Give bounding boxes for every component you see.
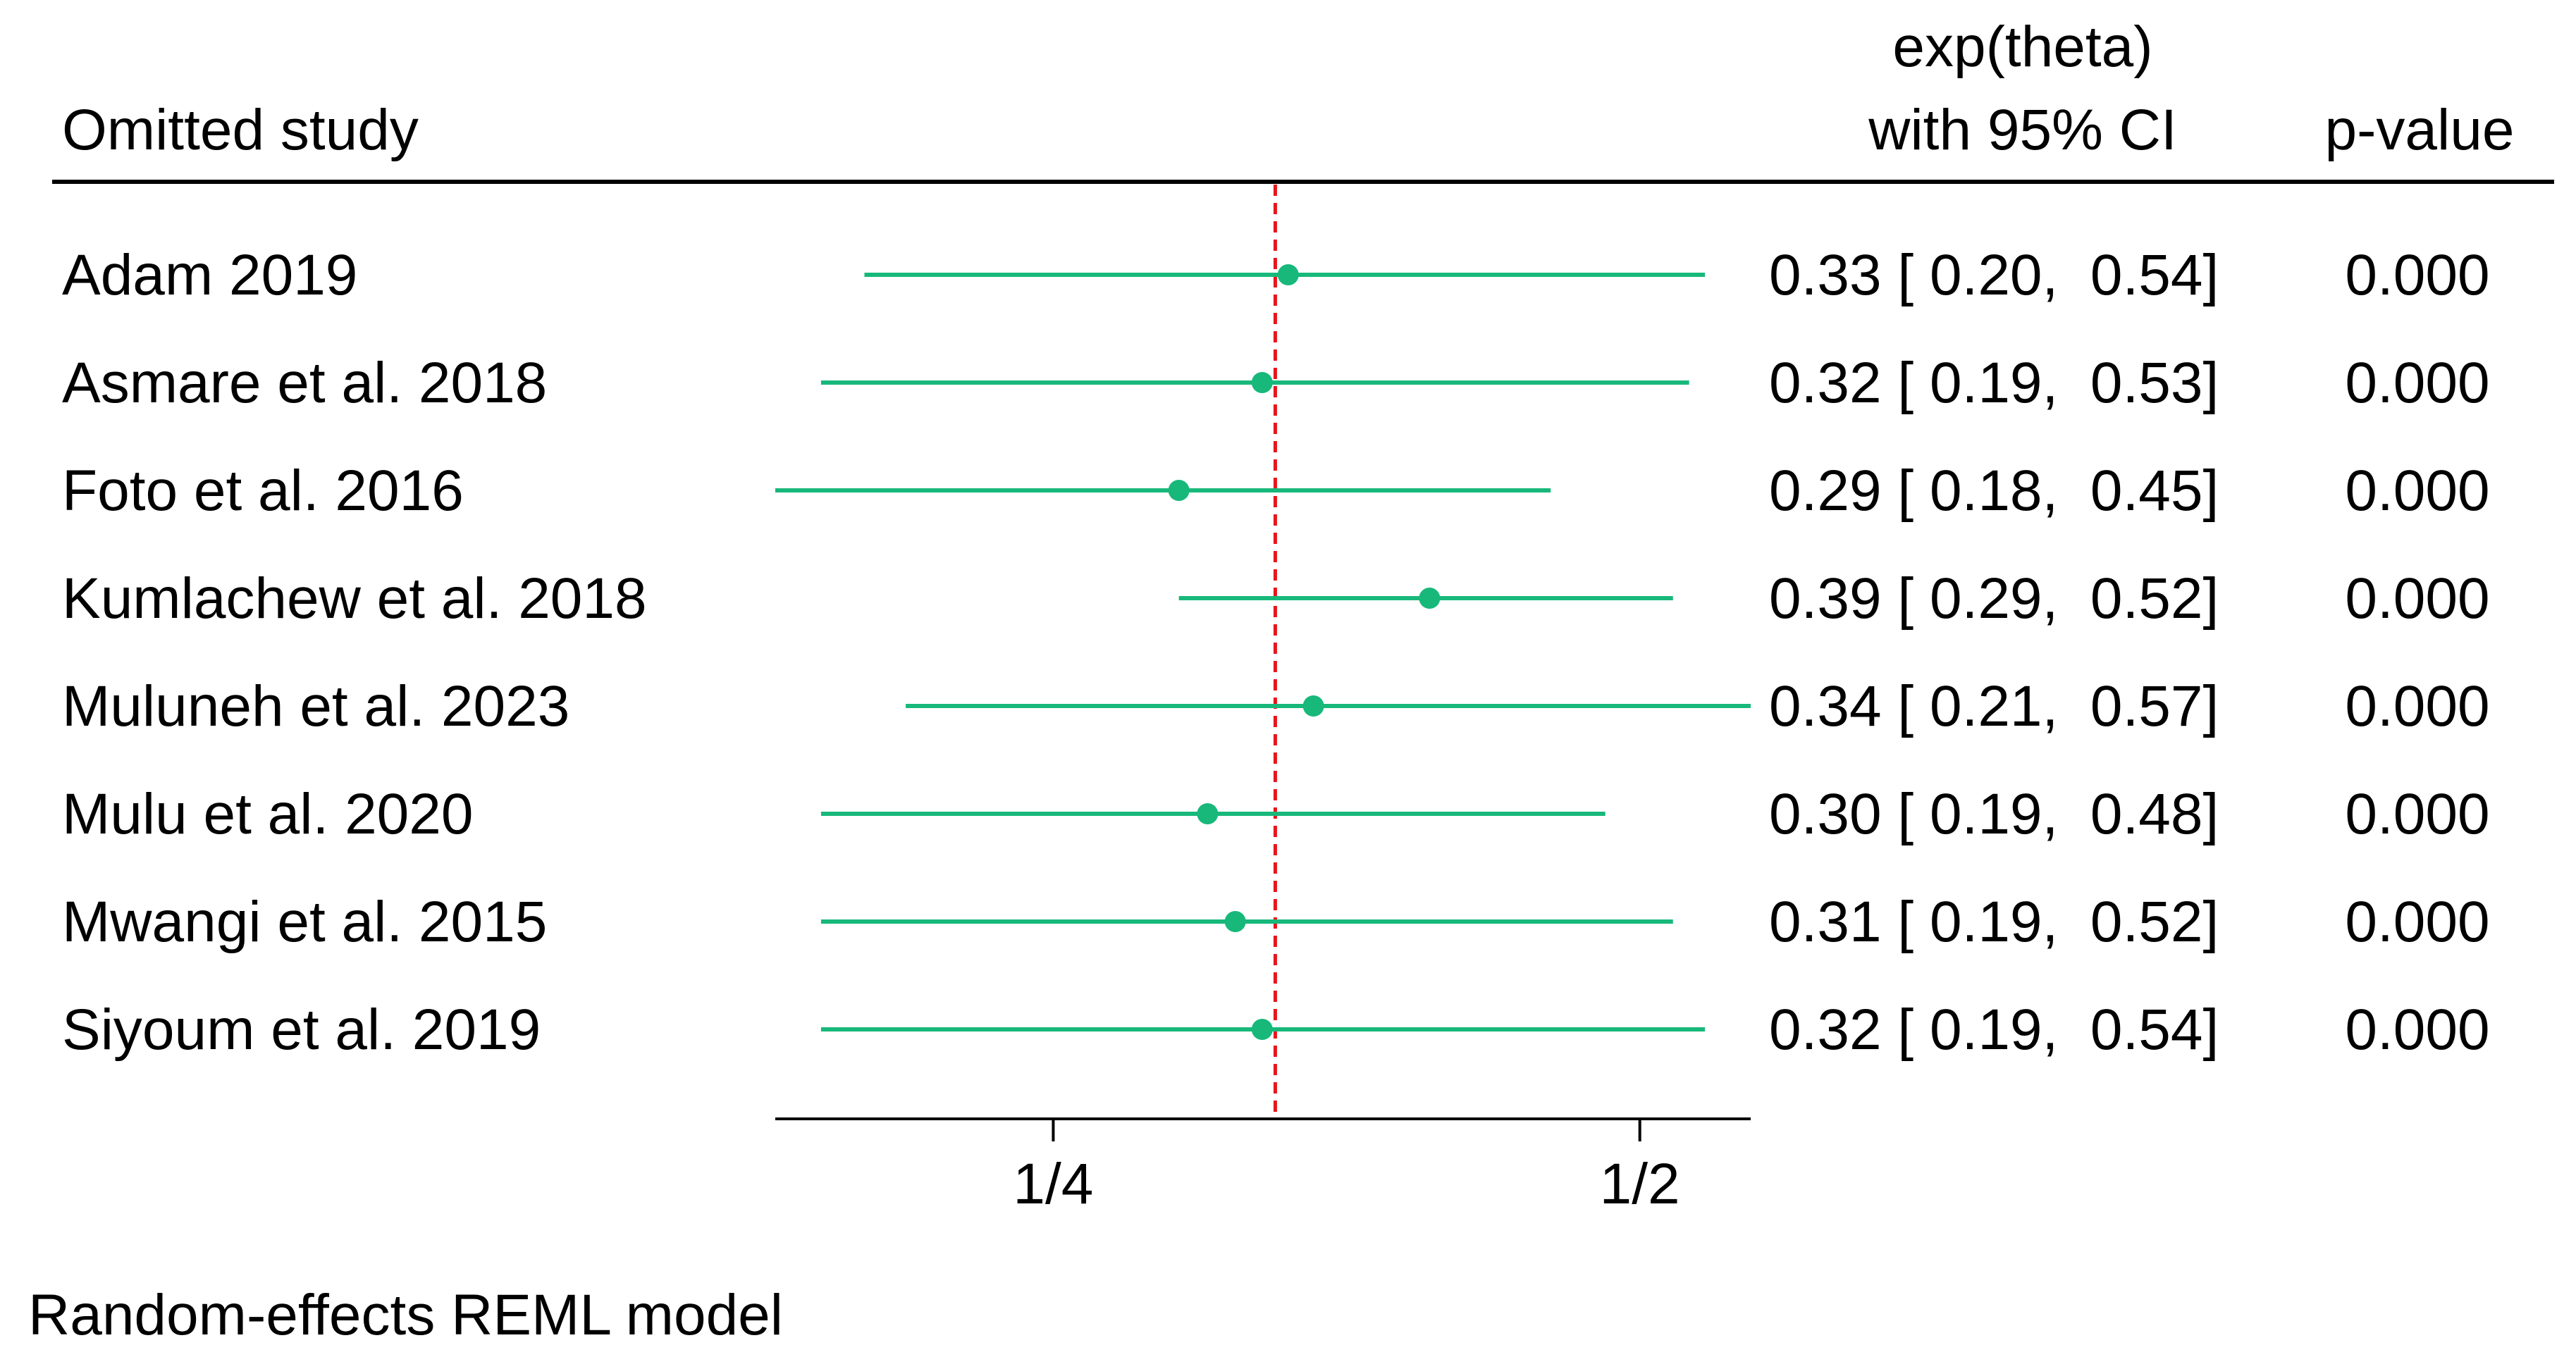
- study-label: Siyoum et al. 2019: [62, 998, 541, 1062]
- study-label: Asmare et al. 2018: [62, 351, 547, 415]
- p-value-text: 0.000: [2345, 243, 2489, 307]
- header-effect-label-line1: exp(theta): [1892, 15, 2152, 79]
- p-texts: 0.000 0.000 0.000 0.000 0.000 0.000 0.000 0.000: [2345, 243, 2489, 1062]
- p-value-text: 0.000: [2345, 566, 2489, 631]
- ci-value-text: 0.32 [ 0.19, 0.53]: [1769, 351, 2219, 415]
- ci-value-text: 0.30 [ 0.19, 0.48]: [1769, 782, 2219, 846]
- ci-value-text: 0.33 [ 0.20, 0.54]: [1769, 243, 2219, 307]
- ci-value-text: 0.31 [ 0.19, 0.52]: [1769, 890, 2219, 954]
- header-effect-label-line2: with 95% CI: [1868, 98, 2177, 162]
- point-estimate-marker: [1168, 480, 1190, 501]
- ci-value-text: 0.29 [ 0.18, 0.45]: [1769, 459, 2219, 523]
- ci-value-text: 0.39 [ 0.29, 0.52]: [1769, 566, 2219, 631]
- footnote: Random-effects REML model: [28, 1283, 783, 1347]
- ci-value-text: 0.32 [ 0.19, 0.54]: [1769, 998, 2219, 1062]
- p-value-text: 0.000: [2345, 351, 2489, 415]
- point-estimate-marker: [1251, 1019, 1273, 1040]
- study-label: Adam 2019: [62, 243, 357, 307]
- point-estimate-marker: [1197, 803, 1219, 824]
- plot-area: [775, 185, 1751, 1119]
- point-estimate-marker: [1277, 264, 1299, 285]
- ci-value-text: 0.34 [ 0.21, 0.57]: [1769, 674, 2219, 738]
- p-value-text: 0.000: [2345, 782, 2489, 846]
- header-p-label: p-value: [2325, 98, 2515, 162]
- study-labels: Adam 2019 Asmare et al. 2018 Foto et al. 2…: [62, 243, 647, 1062]
- x-tick-label: 1/4: [1013, 1152, 1093, 1216]
- study-label: Muluneh et al. 2023: [62, 674, 569, 738]
- point-estimate-marker: [1302, 695, 1324, 717]
- study-label: Mulu et al. 2020: [62, 782, 474, 846]
- p-value-text: 0.000: [2345, 674, 2489, 738]
- study-label: Mwangi et al. 2015: [62, 890, 547, 954]
- ci-texts: 0.33 [ 0.20, 0.54] 0.32 [ 0.19, 0.53] 0.29…: [1769, 243, 2219, 1062]
- p-value-text: 0.000: [2345, 998, 2489, 1062]
- p-value-text: 0.000: [2345, 890, 2489, 954]
- point-estimate-marker: [1224, 911, 1246, 932]
- point-estimate-marker: [1251, 372, 1273, 393]
- p-value-text: 0.000: [2345, 459, 2489, 523]
- x-axis-ticks: 1/4 1/2: [1013, 1119, 1680, 1216]
- point-estimate-marker: [1419, 588, 1441, 609]
- study-label: Kumlachew et al. 2018: [62, 566, 647, 631]
- header-study-label: Omitted study: [62, 98, 419, 162]
- study-label: Foto et al. 2016: [62, 459, 464, 523]
- x-tick-label: 1/2: [1600, 1152, 1680, 1216]
